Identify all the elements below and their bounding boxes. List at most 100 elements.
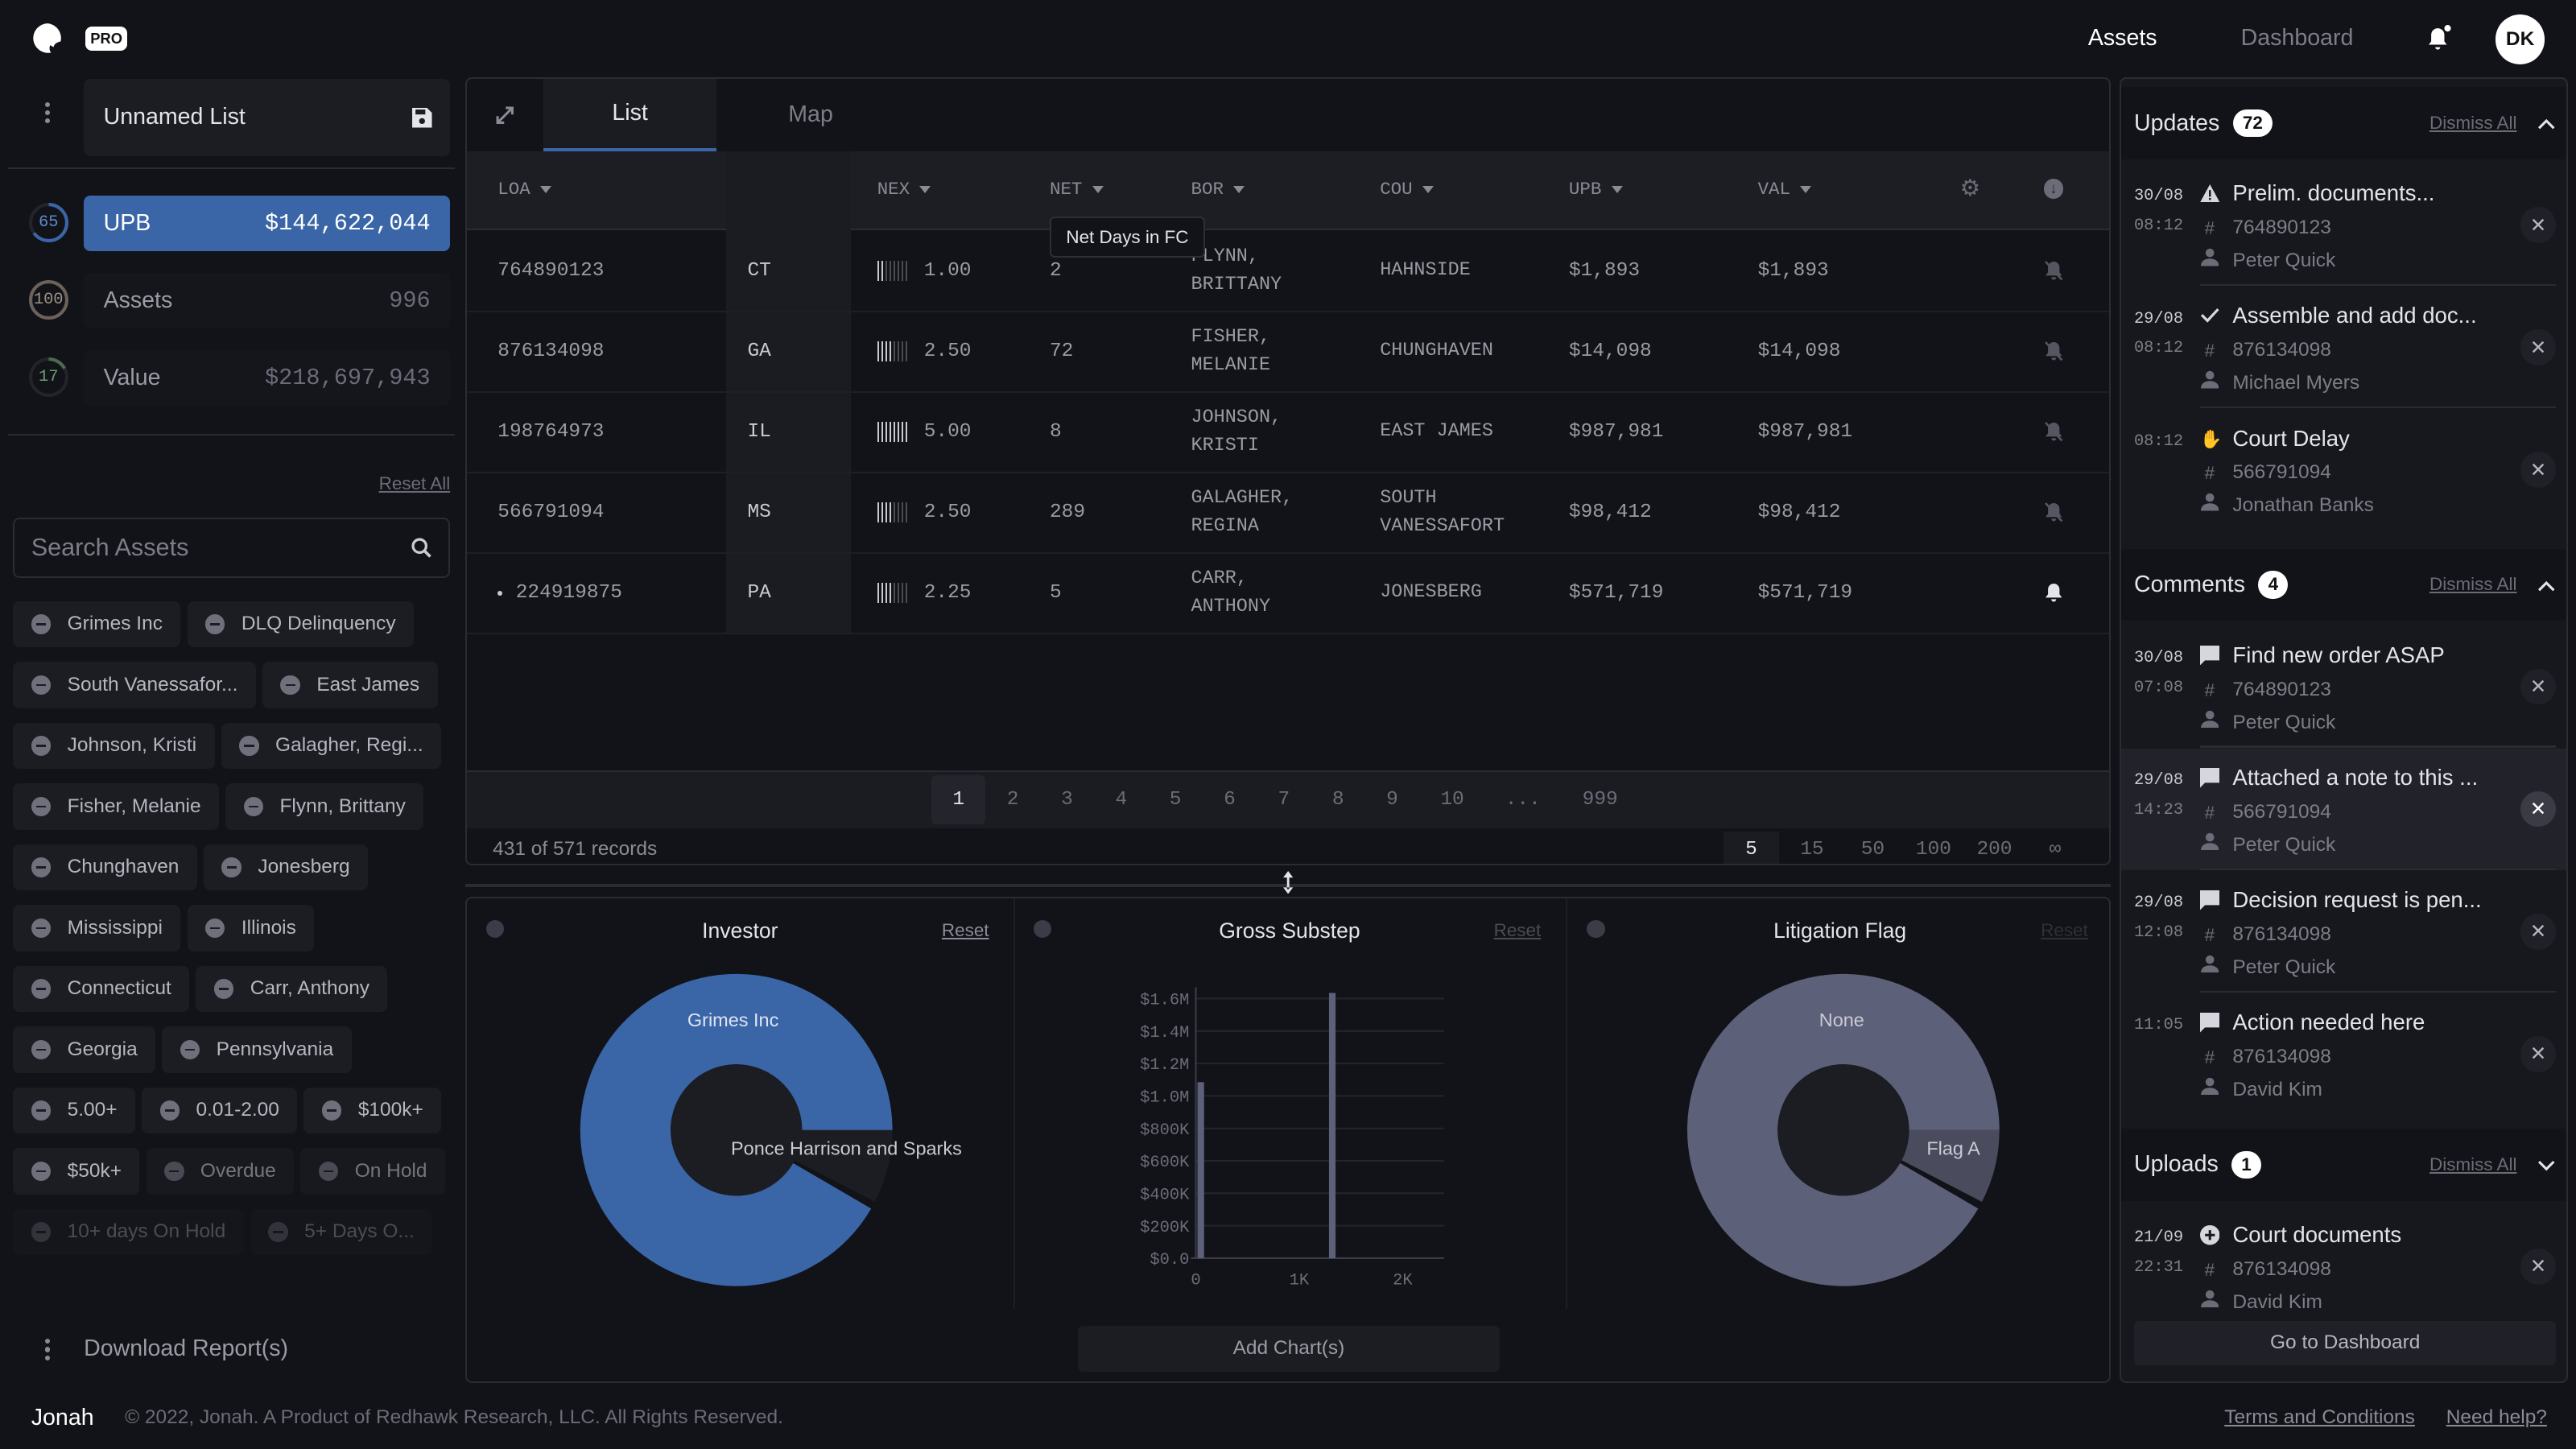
page-size-option[interactable]: ∞ (2049, 838, 2062, 861)
alert-muted-bell-icon[interactable] (2044, 393, 2063, 472)
section-header-comments[interactable]: Comments 4 Dismiss All (2120, 548, 2566, 621)
list-menu-kebab-icon[interactable] (44, 101, 51, 123)
remove-chart-icon[interactable] (1033, 919, 1052, 939)
dismiss-all-link[interactable]: Dismiss All (2429, 1154, 2517, 1174)
page-button[interactable]: 8 (1331, 789, 1344, 811)
filter-chip[interactable]: Georgia (13, 1026, 156, 1073)
filter-chip[interactable]: Illinois (187, 905, 315, 952)
reset-chart-link[interactable]: Reset (1493, 919, 1542, 940)
notification-item[interactable]: 21/09 22:31 Court documents #876134098 David… (2121, 1206, 2566, 1327)
loan-number[interactable]: 566791094 (2232, 800, 2331, 823)
filter-chip[interactable]: Chunghaven (13, 844, 197, 891)
dismiss-close-icon[interactable]: ✕ (2520, 913, 2557, 950)
dismiss-close-icon[interactable]: ✕ (2520, 668, 2557, 705)
chevron-down-icon[interactable] (2537, 1151, 2556, 1178)
column-header-upb[interactable]: UPB (1569, 179, 1623, 200)
alert-muted-bell-icon[interactable] (2044, 312, 2063, 391)
remove-filter-icon[interactable] (159, 1100, 180, 1121)
search-icon[interactable] (411, 537, 432, 559)
notification-bell-icon[interactable] (2426, 23, 2453, 53)
filter-chip[interactable]: 0.01-2.00 (142, 1087, 298, 1134)
page-button[interactable]: 10 (1440, 789, 1464, 811)
filter-chip[interactable]: East James (262, 662, 438, 708)
remove-filter-icon[interactable] (318, 1161, 339, 1182)
loan-number[interactable]: 764890123 (2232, 217, 2331, 239)
filter-chip[interactable]: Pennsylvania (162, 1026, 352, 1073)
slice-grimes-inc[interactable] (580, 974, 893, 1286)
dismiss-close-icon[interactable]: ✕ (2520, 452, 2557, 489)
save-icon[interactable] (411, 106, 434, 130)
remove-filter-icon[interactable] (31, 1161, 52, 1182)
page-button[interactable]: 4 (1115, 789, 1128, 811)
table-row[interactable]: 198764973 IL 5.00 8 JOHNSON, KRISTI EAST JAMES… (466, 393, 2110, 473)
filter-chip[interactable]: Overdue (146, 1148, 295, 1195)
go-to-dashboard-button[interactable]: Go to Dashboard (2133, 1320, 2557, 1365)
list-name-field[interactable]: Unnamed List (84, 78, 451, 156)
filter-chip[interactable]: Fisher, Melanie (13, 783, 219, 830)
remove-filter-icon[interactable] (268, 1222, 288, 1242)
filter-chip[interactable]: Flynn, Brittany (225, 783, 424, 830)
remove-filter-icon[interactable] (204, 614, 225, 634)
column-header-loa[interactable]: LOA (497, 179, 551, 200)
remove-filter-icon[interactable] (221, 857, 242, 877)
section-header-uploads[interactable]: Uploads 1 Dismiss All (2120, 1128, 2566, 1201)
notification-item[interactable]: 11:05 Action needed here #876134098 David K… (2121, 993, 2566, 1115)
bar[interactable] (1329, 993, 1336, 1259)
filter-chip[interactable]: Johnson, Kristi (13, 722, 215, 770)
remove-chart-icon[interactable] (1587, 919, 1605, 939)
page-size-option[interactable]: 100 (1915, 838, 1951, 861)
slice-none[interactable] (1686, 974, 2000, 1286)
filter-chip[interactable]: On Hold (300, 1148, 445, 1195)
page-size-option[interactable]: 5 (1723, 831, 1780, 865)
page-size-option[interactable]: 15 (1800, 838, 1824, 861)
table-row[interactable]: 224919875 PA 2.25 5 CARR, ANTHONY JONESBERG $57… (466, 554, 2110, 634)
remove-filter-icon[interactable] (180, 1039, 200, 1060)
filter-chip[interactable]: Galagher, Regi... (221, 722, 442, 770)
metric-value[interactable]: Value $218,697,943 (84, 349, 451, 407)
remove-filter-icon[interactable] (31, 614, 52, 634)
logo-icon[interactable] (31, 22, 64, 55)
page-size-option[interactable]: 50 (1860, 838, 1885, 861)
filter-chip[interactable]: $100k+ (303, 1087, 442, 1134)
remove-filter-icon[interactable] (31, 918, 52, 939)
column-header-nex[interactable]: NEX (877, 179, 931, 200)
loan-number[interactable]: 876134098 (2232, 923, 2331, 945)
filter-chip[interactable]: South Vanessafor... (13, 662, 256, 708)
loan-number[interactable]: 566791094 (2232, 461, 2331, 484)
remove-chart-icon[interactable] (486, 919, 505, 939)
page-button[interactable]: 999 (1582, 789, 1618, 811)
page-button[interactable]: 3 (1061, 789, 1073, 811)
remove-filter-icon[interactable] (243, 796, 264, 817)
notification-item[interactable]: 30/08 07:08 Find new order ASAP #764890123 P… (2121, 625, 2566, 748)
alert-muted-bell-icon[interactable] (2044, 473, 2063, 552)
column-header-val[interactable]: VAL (1758, 179, 1812, 200)
nav-dashboard[interactable]: Dashboard (2240, 24, 2354, 51)
remove-filter-icon[interactable] (204, 918, 225, 939)
filter-chip[interactable]: 10+ days On Hold (13, 1208, 244, 1256)
remove-filter-icon[interactable] (31, 1222, 52, 1242)
slice-flag-a[interactable] (1901, 1130, 2000, 1203)
download-reports-button[interactable]: Download Report(s) (84, 1335, 289, 1362)
notification-item[interactable]: 29/08 12:08 Decision request is pen... #876… (2121, 871, 2566, 993)
remove-filter-icon[interactable] (31, 857, 52, 877)
remove-filter-icon[interactable] (164, 1161, 184, 1182)
download-menu-kebab-icon[interactable] (44, 1339, 51, 1360)
page-button[interactable]: 5 (1169, 789, 1182, 811)
column-header-bor[interactable]: BOR (1191, 179, 1245, 200)
remove-filter-icon[interactable] (31, 796, 52, 817)
remove-filter-icon[interactable] (31, 1039, 52, 1060)
dismiss-close-icon[interactable]: ✕ (2520, 329, 2557, 365)
dismiss-all-link[interactable]: Dismiss All (2429, 113, 2517, 133)
dismiss-close-icon[interactable]: ✕ (2520, 791, 2557, 828)
download-circle-icon[interactable]: ↓ (2043, 179, 2064, 199)
user-avatar[interactable]: DK (2495, 14, 2545, 64)
page-button[interactable]: 1 (931, 775, 986, 825)
expand-button[interactable] (467, 79, 544, 151)
search-assets-field[interactable] (13, 517, 451, 579)
notification-item[interactable]: 29/08 08:12 Assemble and add doc... #876134… (2121, 287, 2566, 409)
dismiss-all-link[interactable]: Dismiss All (2429, 574, 2517, 595)
remove-filter-icon[interactable] (31, 1100, 52, 1121)
remove-filter-icon[interactable] (321, 1100, 342, 1121)
tab-list[interactable]: List (543, 78, 716, 151)
search-input[interactable] (31, 534, 360, 563)
